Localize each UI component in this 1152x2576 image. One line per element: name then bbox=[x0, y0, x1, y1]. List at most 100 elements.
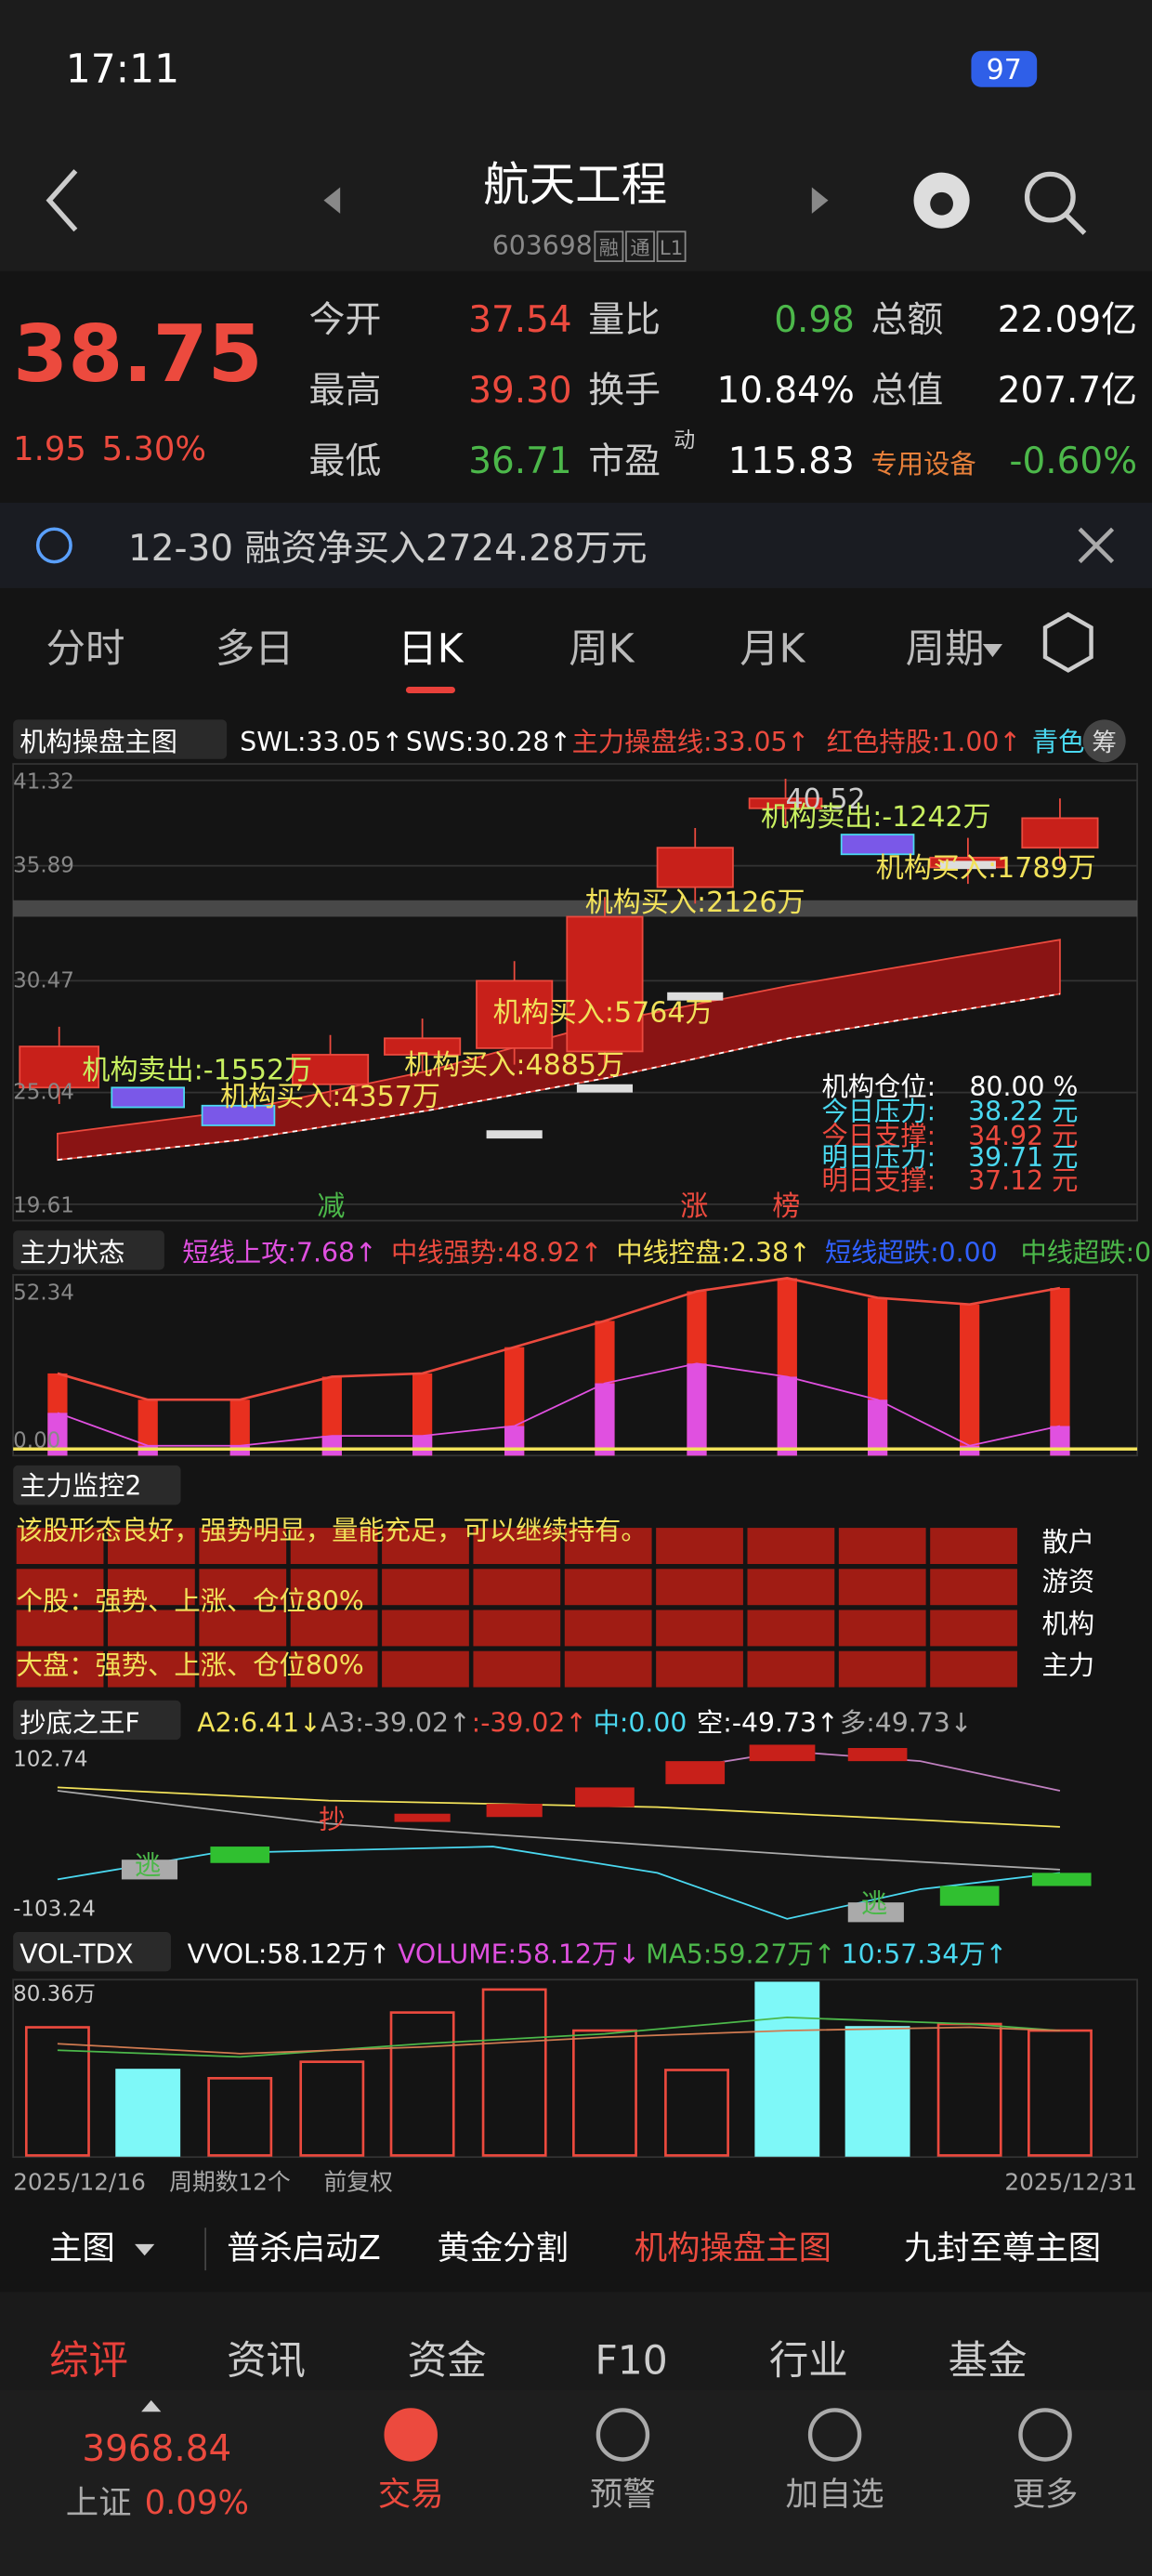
date-label: 周期数12个 bbox=[169, 2169, 291, 2196]
candle-body bbox=[19, 1045, 100, 1089]
tab[interactable]: 月K bbox=[740, 626, 805, 672]
prev-stock[interactable] bbox=[323, 187, 341, 214]
change: 1.95 bbox=[13, 430, 86, 468]
candle-body bbox=[656, 847, 734, 888]
volume-bar bbox=[207, 2077, 273, 2157]
monitor-cell bbox=[930, 1528, 1017, 1564]
signal-text: 逃 bbox=[861, 1888, 887, 1919]
nav-item[interactable]: 交易 bbox=[378, 2476, 444, 2514]
nav-icon[interactable] bbox=[807, 2408, 862, 2462]
volume-bar bbox=[664, 2069, 729, 2157]
top-bar bbox=[0, 0, 1152, 271]
signal-mark bbox=[576, 1084, 634, 1093]
bottom-tab[interactable]: F10 bbox=[595, 2339, 667, 2385]
status-inner bbox=[595, 1383, 615, 1456]
indicator-item: 短线超跌:0.00 bbox=[825, 1238, 998, 1268]
date-label: 2025/12/31 bbox=[1004, 2169, 1137, 2196]
pressure-band bbox=[13, 900, 1138, 917]
candle-body bbox=[840, 834, 915, 856]
monitor-cell bbox=[930, 1569, 1017, 1606]
indicator-option[interactable]: 九封至尊主图 bbox=[904, 2229, 1101, 2267]
nav-icon[interactable] bbox=[596, 2408, 650, 2462]
quote-label: 最低 bbox=[309, 440, 382, 482]
info-value: 37.12 元 bbox=[968, 1165, 1078, 1196]
settings-icon[interactable] bbox=[1042, 611, 1093, 673]
tab[interactable]: 周期 bbox=[906, 626, 985, 672]
indicator-name[interactable]: 主力监控2 bbox=[20, 1471, 141, 1502]
candle-body bbox=[476, 979, 554, 1049]
bottom-candle bbox=[486, 1804, 543, 1818]
annotation: 机构买入:5764万 bbox=[493, 997, 713, 1030]
monitor-cell bbox=[564, 1528, 652, 1564]
tab[interactable]: 分时 bbox=[46, 626, 125, 672]
monitor-cell bbox=[382, 1650, 469, 1688]
quote-value: 0.98 bbox=[774, 299, 855, 341]
close-notice[interactable] bbox=[1078, 527, 1115, 564]
indicator-name[interactable]: 主力状态 bbox=[20, 1238, 124, 1268]
monitor-cell bbox=[473, 1610, 561, 1647]
tab[interactable]: 多日 bbox=[216, 626, 295, 672]
badge-circle bbox=[1082, 719, 1126, 763]
bottom-tab[interactable]: 行业 bbox=[769, 2339, 848, 2385]
indicator-option[interactable]: 普杀启动Z bbox=[227, 2229, 381, 2267]
status-inner bbox=[867, 1400, 888, 1456]
monitor-cell bbox=[564, 1569, 652, 1606]
back-button[interactable] bbox=[46, 169, 78, 232]
nav-item[interactable]: 加自选 bbox=[786, 2476, 884, 2514]
indicator-name[interactable]: 抄底之王F bbox=[20, 1707, 139, 1738]
monitor-cell bbox=[16, 1528, 104, 1564]
quote-value: 36.71 bbox=[468, 440, 571, 482]
indicator-option[interactable]: 主图 bbox=[49, 2229, 115, 2267]
nav-icon[interactable] bbox=[384, 2408, 438, 2462]
quote-label: 专用设备 bbox=[871, 449, 976, 480]
monitor-cell bbox=[16, 1650, 104, 1688]
nav-icon[interactable] bbox=[1018, 2408, 1072, 2462]
indicator-option[interactable]: 机构操盘主图 bbox=[635, 2229, 831, 2267]
bottom-tab[interactable]: 资讯 bbox=[227, 2339, 306, 2385]
axis-label: 19.61 bbox=[13, 1194, 74, 1218]
indicator-box bbox=[13, 1700, 181, 1741]
tab[interactable]: 周K bbox=[569, 626, 635, 672]
nav-item[interactable]: 预警 bbox=[590, 2476, 656, 2514]
monitor-cell bbox=[838, 1528, 926, 1564]
monitor-label: 游资 bbox=[1041, 1566, 1094, 1597]
monitor-cell bbox=[747, 1610, 835, 1647]
status-inner bbox=[1050, 1426, 1070, 1456]
indicator-item: MA5:59.27万↑ bbox=[646, 1939, 835, 1970]
volume-bar bbox=[299, 2060, 365, 2157]
next-stock[interactable] bbox=[811, 187, 829, 214]
volume-bar bbox=[481, 1988, 547, 2157]
status-line bbox=[57, 1277, 1061, 1401]
quote-value: 39.30 bbox=[468, 370, 571, 412]
annotation: 机构卖出:-1552万 bbox=[82, 1054, 312, 1086]
indicator-option[interactable]: 黄金分割 bbox=[438, 2229, 569, 2267]
monitor-cell bbox=[747, 1650, 835, 1688]
axis-label: 25.04 bbox=[13, 1081, 74, 1105]
signal-text: 抄 bbox=[319, 1805, 345, 1835]
search-icon[interactable] bbox=[1024, 171, 1076, 223]
indicator-item: 中线控盘:2.38↑ bbox=[616, 1238, 810, 1268]
indicator-name[interactable]: 机构操盘主图 bbox=[20, 727, 177, 757]
volume-bar bbox=[115, 2069, 181, 2157]
signal-mark bbox=[486, 1130, 543, 1139]
monitor-cell bbox=[290, 1528, 378, 1564]
status-inner bbox=[504, 1426, 525, 1456]
bottom-tab[interactable]: 基金 bbox=[949, 2339, 1028, 2385]
tab-dropdown bbox=[982, 644, 1003, 658]
status-inner bbox=[687, 1363, 707, 1456]
tab[interactable]: 日K bbox=[398, 626, 464, 672]
annotation: 机构卖出:-1242万 bbox=[761, 801, 991, 834]
axis-label: 30.47 bbox=[13, 968, 74, 992]
status-bar bbox=[229, 1400, 250, 1456]
bottom-tab[interactable]: 资金 bbox=[408, 2339, 487, 2385]
bottom-tab[interactable]: 综评 bbox=[49, 2339, 128, 2385]
battery-level: 97 bbox=[987, 54, 1022, 86]
volume-bar bbox=[572, 2029, 637, 2157]
indicator-item: A3:-39.02↑ bbox=[321, 1707, 471, 1738]
bottom-candle bbox=[665, 1761, 726, 1784]
candle-body bbox=[748, 797, 823, 809]
nav-item[interactable]: 更多 bbox=[1013, 2476, 1079, 2514]
index-name: 上证 bbox=[66, 2484, 132, 2522]
bottom-candle bbox=[847, 1748, 908, 1762]
indicator-name[interactable]: VOL-TDX bbox=[20, 1939, 133, 1970]
